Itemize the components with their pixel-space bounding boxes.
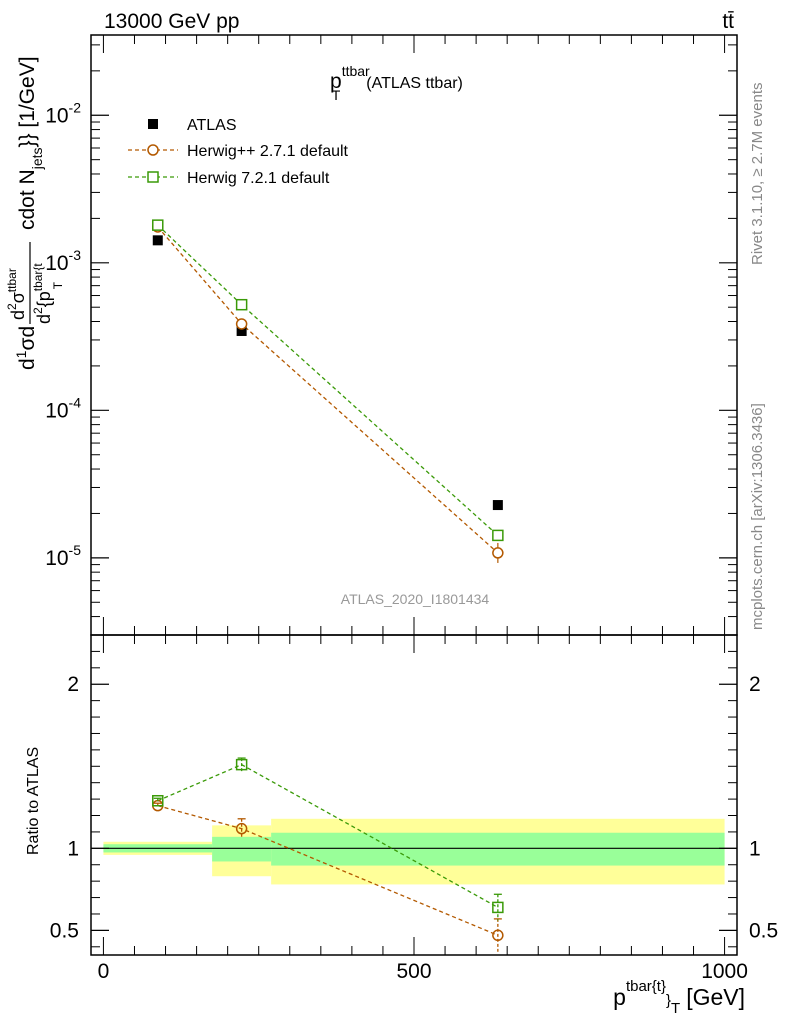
mcplots-label: mcplots.cern.ch [arXiv:1306.3436] (749, 403, 766, 630)
data-point-herwigpp (492, 547, 504, 559)
legend-marker-herwig7 (147, 171, 159, 183)
x-axis-label: ptbar{t}}T [GeV] (613, 978, 745, 1017)
data-point-herwig7 (492, 529, 504, 542)
ratio-point-herwigpp (492, 929, 504, 942)
analysis-watermark: ATLAS_2020_I1801434 (341, 591, 490, 607)
uncertainty-band-inner (271, 832, 725, 866)
svg-text:d2σttbar: d2σttbar (5, 268, 28, 320)
uncertainty-band-inner (212, 836, 272, 862)
x-tick-label: 500 (396, 960, 431, 983)
rivet-version-label: Rivet 3.1.10, ≥ 2.7M events (749, 83, 766, 266)
data-point-atlas (152, 235, 163, 246)
main-y-tick-label: 10-5 (45, 542, 81, 570)
legend-marker-herwigpp (147, 144, 159, 156)
x-tick-label: 1000 (701, 960, 748, 983)
ratio-point-herwig7 (152, 794, 164, 807)
data-point-herwigpp (235, 318, 248, 330)
header-energy-label: 13000 GeV pp (104, 10, 239, 33)
legend-entry-label: Herwig++ 2.7.1 default (187, 143, 349, 160)
ratio-y-tick-label: 1 (67, 837, 79, 860)
svg-text:d1σd: d1σd (13, 326, 39, 370)
main-y-tick-label: 10-3 (45, 247, 81, 275)
ratio-y-tick-label-right: 0.5 (749, 919, 778, 942)
svg-text:cdot Njets}} [1/GeV]: cdot Njets}} [1/GeV] (16, 56, 45, 230)
ratio-y-tick-label: 0.5 (50, 919, 79, 942)
ratio-y-tick-label-right: 2 (749, 673, 761, 696)
legend-entry-label: Herwig 7.2.1 default (187, 170, 330, 187)
ratio-plot-panel: 0.5 0.5 1 1 2 2 0 500 1000 Ratio to ATLAS (25, 634, 778, 983)
ratio-y-axis-label: Ratio to ATLAS (25, 747, 42, 855)
series-line-1 (157, 226, 499, 554)
plot-title: pttbar T(ATLAS ttbar) (330, 63, 463, 103)
data-point-herwig7 (235, 298, 248, 311)
ratio-y-tick-label-right: 1 (749, 837, 761, 860)
ratio-point-herwig7 (235, 758, 248, 771)
data-point-atlas (236, 325, 247, 336)
ratio-plot-frame (90, 634, 738, 956)
svg-text:d2{ptbar{tT: d2{ptbar{t T (31, 263, 65, 324)
main-y-axis-label: d1σd d2σttbar d2{ptbar{t T cdot Njets}} [… (5, 56, 65, 370)
main-y-tick-label: 10-2 (45, 99, 81, 127)
ratio-point-herwig7 (492, 901, 504, 914)
data-point-atlas (492, 500, 503, 511)
data-point-herwig7 (152, 219, 164, 231)
x-tick-label: 0 (98, 960, 110, 983)
ratio-series-line-0 (157, 805, 499, 936)
series-line-2 (157, 224, 499, 536)
legend: ATLAS Herwig++ 2.7.1 default Herwig 7.2.1 … (128, 117, 349, 187)
main-y-tick-label: 10-4 (45, 394, 81, 422)
ratio-y-tick-label: 2 (67, 673, 79, 696)
legend-marker-atlas (148, 119, 158, 129)
ratio-point-herwigpp (235, 822, 248, 835)
main-plot-panel: 10-2 10-3 10-4 10-5 pttbar T(ATLAS ttbar) AT… (5, 34, 738, 636)
legend-entry-label: ATLAS (187, 117, 237, 134)
header-process-label: tt̄ (722, 10, 734, 33)
